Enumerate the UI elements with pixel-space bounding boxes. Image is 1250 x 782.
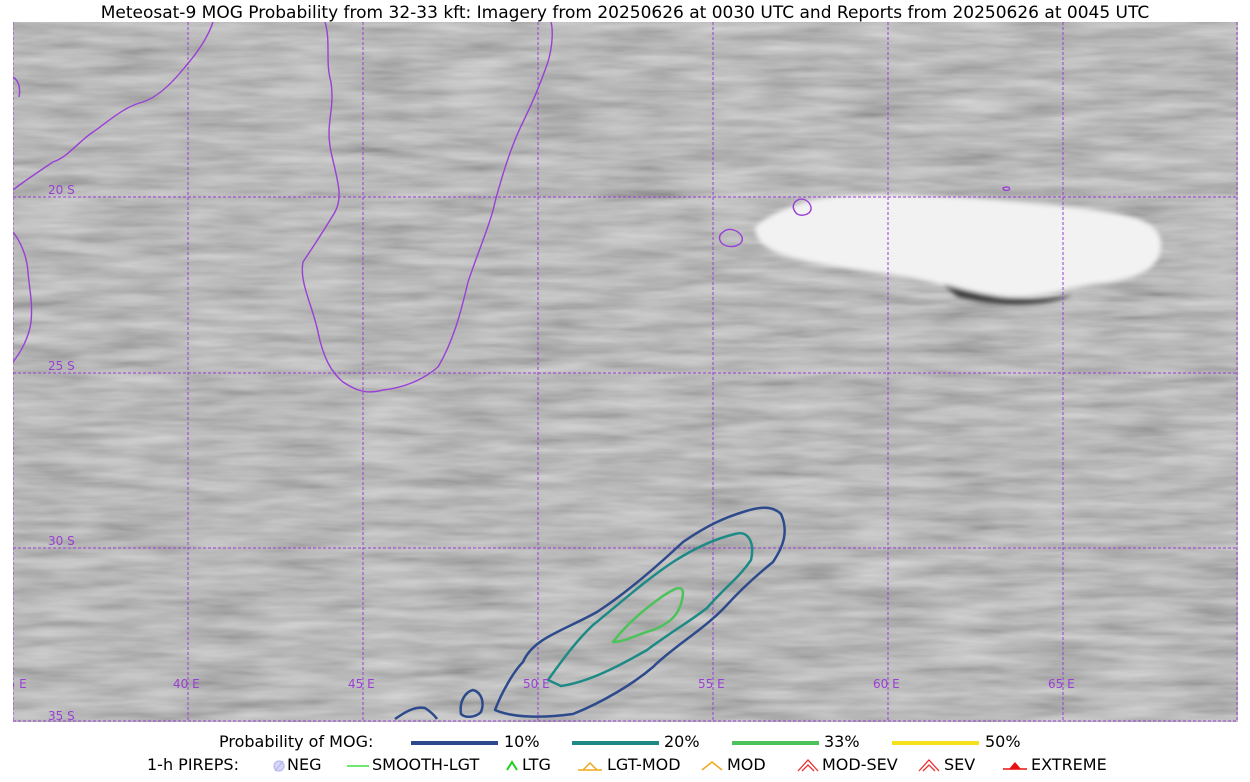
pirep-label-ltg: LTG xyxy=(522,755,551,774)
coastlines xyxy=(13,22,1011,393)
pirep-label-lgt-mod: LGT-MOD xyxy=(607,755,681,774)
pirep-label-sev: SEV xyxy=(944,755,976,774)
pireps-legend-title: 1-h PIREPS: xyxy=(147,755,239,774)
pirep-label-neg: NEG xyxy=(287,755,322,774)
pireps-legend: 1-h PIREPS: NEG SMOOTH-LGT LTG LGT-MOD M… xyxy=(0,754,1250,776)
prob-swatch-10 xyxy=(411,741,498,745)
pirep-label-mod: MOD xyxy=(727,755,766,774)
contour-10pct-c xyxy=(394,706,439,721)
lon-label-60e: 60 E xyxy=(873,677,900,691)
graticule xyxy=(13,22,1238,722)
sev-caret-icon xyxy=(918,759,940,772)
prob-label-50: 50% xyxy=(985,732,1021,751)
lon-label-35e: 35 E xyxy=(13,677,27,691)
madagascar-coast xyxy=(301,22,553,393)
prob-label-20: 20% xyxy=(664,732,700,751)
chart-title: Meteosat-9 MOG Probability from 32-33 kf… xyxy=(100,3,1150,23)
lon-label-50e: 50 E xyxy=(523,677,550,691)
lon-label-55e: 55 E xyxy=(698,677,725,691)
prob-swatch-33 xyxy=(732,741,819,745)
cloud-mass xyxy=(755,193,1162,305)
mozambique-coast-south xyxy=(13,231,33,363)
contour-33pct xyxy=(611,586,685,644)
mozambique-coast xyxy=(13,22,214,191)
pirep-label-mod-sev: MOD-SEV xyxy=(822,755,898,774)
prob-legend: Probability of MOG: 10% 20% 33% 50% xyxy=(0,731,1250,753)
contour-10pct xyxy=(493,506,786,718)
contour-20pct xyxy=(546,531,754,688)
smooth-lgt-line-icon xyxy=(347,765,369,767)
mod-sev-caret-icon xyxy=(797,759,819,772)
lat-label-25s: 25 S xyxy=(48,359,75,373)
prob-label-33: 33% xyxy=(824,732,860,751)
lat-label-20s: 20 S xyxy=(48,183,75,197)
satellite-map: 20 S 25 S 30 S 35 S 35 E 40 E 45 E 50 E … xyxy=(13,22,1238,722)
prob-swatch-20 xyxy=(572,741,659,745)
lat-label-30s: 30 S xyxy=(48,534,75,548)
lon-label-40e: 40 E xyxy=(173,677,200,691)
mod-caret-icon xyxy=(701,761,723,771)
mozambique-north-edge xyxy=(13,76,21,98)
lgt-mod-caret-icon xyxy=(578,761,602,771)
extreme-caret-icon xyxy=(1003,762,1027,770)
prob-contours xyxy=(394,506,786,721)
lon-label-65e: 65 E xyxy=(1048,677,1075,691)
lon-label-45e: 45 E xyxy=(348,677,375,691)
prob-swatch-50 xyxy=(892,741,979,745)
prob-label-10: 10% xyxy=(504,732,540,751)
mauritius-coast xyxy=(792,198,812,216)
imagery-texture xyxy=(13,22,1238,722)
neg-circle-icon xyxy=(273,760,285,772)
reunion-coast xyxy=(718,228,743,248)
lat-label-35s: 35 S xyxy=(48,709,75,722)
pirep-label-extreme: EXTREME xyxy=(1031,755,1107,774)
ltg-caret-icon xyxy=(506,760,518,771)
contour-10pct-b xyxy=(459,688,484,718)
rodrigues-coast xyxy=(1002,186,1011,192)
prob-legend-title: Probability of MOG: xyxy=(219,732,374,751)
pirep-label-smooth-lgt: SMOOTH-LGT xyxy=(372,755,480,774)
